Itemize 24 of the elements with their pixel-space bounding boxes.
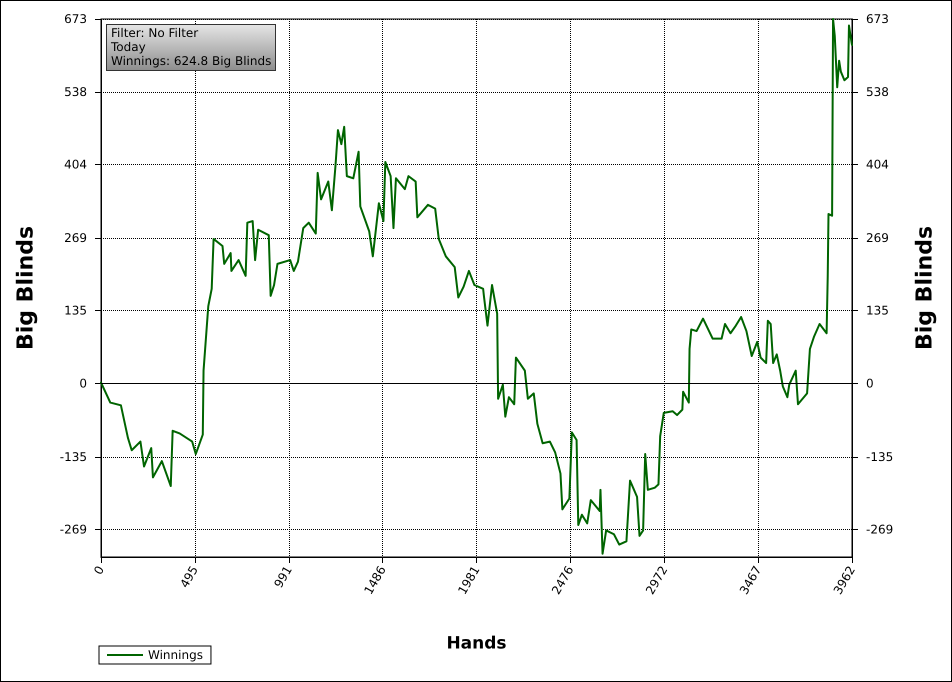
- y-axis-title: Big Blinds: [14, 226, 38, 350]
- x-axis-title: Hands: [446, 634, 507, 654]
- y-tick-label: 0: [79, 376, 87, 391]
- y-tick-label: 404: [64, 158, 87, 172]
- y-tick-label: -269: [60, 522, 87, 536]
- y2-tick-label: 0: [866, 376, 874, 391]
- annotation: Winnings: 624.8 Big Blinds: [111, 54, 272, 68]
- y-tick-label: -135: [60, 450, 87, 464]
- annotation: Filter: No Filter: [111, 26, 200, 40]
- y2-tick-label: 538: [866, 85, 889, 100]
- y2-tick-label: 269: [866, 230, 889, 245]
- y2-axis-title: Big Blinds: [912, 226, 938, 350]
- legend-label: Winnings: [148, 648, 203, 662]
- y2-tick-label: -135: [866, 450, 894, 464]
- y-tick-label: 135: [64, 303, 87, 318]
- y-tick-label: 269: [64, 230, 87, 245]
- x-tick-label: 0: [91, 564, 108, 578]
- y2-tick-label: 673: [866, 12, 889, 26]
- y2-tick-label: -269: [866, 522, 894, 536]
- y2-tick-label: 135: [866, 303, 889, 318]
- y-tick-label: 538: [64, 85, 87, 100]
- y2-tick-label: 404: [866, 158, 889, 172]
- y-tick-label: 673: [64, 12, 87, 26]
- annotation: Today: [111, 40, 147, 54]
